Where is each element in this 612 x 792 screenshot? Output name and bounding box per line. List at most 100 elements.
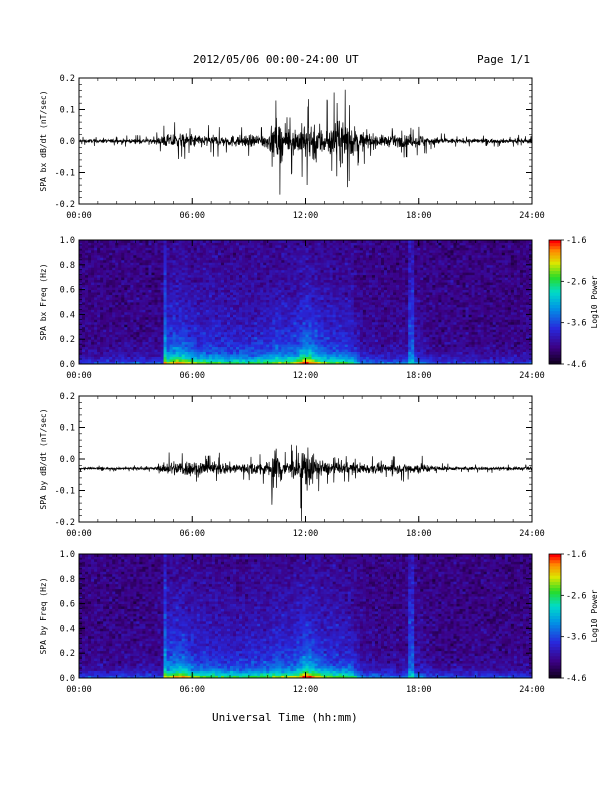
spectrogram-cell <box>332 354 337 357</box>
spectrogram-cell <box>118 309 122 313</box>
spectrogram-cell <box>193 297 198 300</box>
spectrogram-cell <box>193 254 198 258</box>
spectrogram-cell <box>299 331 303 335</box>
spectrogram-cell <box>82 331 86 335</box>
spectrogram-cell <box>356 297 361 300</box>
spectrogram-cell <box>106 272 110 276</box>
spectrogram-cell <box>94 274 98 278</box>
spectrogram-cell <box>344 282 349 286</box>
spectrogram-cell <box>230 294 234 298</box>
spectrogram-cell <box>175 336 180 340</box>
spectrogram-cell <box>248 292 252 295</box>
spectrogram-cell <box>302 329 306 333</box>
spectrogram-cell <box>272 242 276 246</box>
spectrogram-cell <box>326 277 331 281</box>
spectrogram-cell <box>160 344 164 348</box>
spectrogram-cell <box>287 249 291 253</box>
spectrogram-cell <box>353 329 358 333</box>
spectrogram-cell <box>326 306 331 310</box>
spectrogram-cell <box>293 262 297 266</box>
spectrogram-cell <box>356 339 361 343</box>
spectrogram-cell <box>190 349 195 352</box>
spectrogram-cell <box>275 344 279 348</box>
spectrogram-cell <box>223 316 228 320</box>
spectrogram-cell <box>154 272 158 276</box>
spectrogram-cell <box>169 314 174 318</box>
spectrogram-cell <box>362 284 367 288</box>
spectrogram-cell <box>236 284 240 288</box>
spectrogram-cell <box>308 356 312 360</box>
spectrogram-cell <box>305 259 309 263</box>
spectrogram-cell <box>142 306 146 310</box>
spectrogram-cell <box>254 336 258 340</box>
spectrogram-cell <box>296 282 300 286</box>
spectrogram-cell <box>293 344 297 348</box>
spectrogram-cell <box>311 240 315 243</box>
spectrogram-cell <box>145 306 149 310</box>
spectrogram-cell <box>314 336 318 340</box>
spectrogram-cell <box>236 319 240 323</box>
spectrogram-cell <box>260 264 264 268</box>
spectrogram-cell <box>230 346 234 350</box>
spectrogram-cell <box>338 331 343 335</box>
spectrogram-cell <box>290 284 294 288</box>
spectrogram-cell <box>254 341 258 345</box>
spectrogram-cell <box>133 346 137 350</box>
spectrogram-cell <box>127 361 131 365</box>
spectrogram-cell <box>299 297 303 300</box>
spectrogram-cell <box>130 324 134 328</box>
spectrogram-cell <box>278 242 282 246</box>
spectrogram-cell <box>208 359 213 362</box>
spectrogram-cell <box>323 247 328 251</box>
spectrogram-cell <box>371 319 376 323</box>
spectrogram-cell <box>184 257 189 261</box>
spectrogram-cell <box>245 361 249 365</box>
spectrogram-cell <box>85 344 89 348</box>
spectrogram-cell <box>263 321 267 325</box>
spectrogram-cell <box>272 329 276 333</box>
spectrogram-cell <box>127 359 131 362</box>
spectrogram-cell <box>220 336 225 340</box>
spectrogram-cell <box>181 240 186 243</box>
spectrogram-cell <box>88 324 92 328</box>
spectrogram-cell <box>248 336 252 340</box>
spectrogram-cell <box>175 321 180 325</box>
spectrogram-cell <box>323 269 328 273</box>
spectrogram-cell <box>178 326 183 330</box>
spectrogram-cell <box>181 292 186 295</box>
spectrogram-cell <box>317 292 321 295</box>
spectrogram-cell <box>236 240 240 243</box>
spectrogram-cell <box>115 277 119 281</box>
spectrogram-cell <box>208 324 213 328</box>
spectrogram-cell <box>163 282 167 286</box>
spectrogram-cell <box>284 282 288 286</box>
spectrogram-cell <box>103 331 107 335</box>
spectrogram-cell <box>220 302 225 305</box>
spectrogram-cell <box>139 267 143 271</box>
spectrogram-cell <box>100 309 104 313</box>
spectrogram-cell <box>266 242 270 246</box>
spectrogram-cell <box>233 279 237 283</box>
spectrogram-cell <box>254 319 258 323</box>
spectrogram-cell <box>88 279 92 283</box>
spectrogram-cell <box>353 259 358 263</box>
spectrogram-cell <box>302 324 306 328</box>
spectrogram-cell <box>365 249 370 253</box>
spectrogram-cell <box>326 252 331 256</box>
spectrogram-cell <box>151 262 155 266</box>
spectrogram-cell <box>160 289 164 293</box>
spectrogram-cell <box>85 302 89 305</box>
spectrogram-cell <box>230 249 234 253</box>
panel-1: 0.20.10.0-0.1-0.200:00 06:00 12:00 18:00 24:… <box>39 74 545 221</box>
spectrogram-cell <box>260 321 264 325</box>
spectrogram-cell <box>208 272 213 276</box>
spectrogram-cell <box>109 242 113 246</box>
spectrogram-cell <box>184 351 189 355</box>
spectrogram-cell <box>85 356 89 360</box>
spectrogram-cell <box>163 302 167 305</box>
spectrogram-cell <box>317 242 321 246</box>
spectrogram-cell <box>184 326 189 330</box>
spectrogram-cell <box>112 287 116 290</box>
spectrogram-cell <box>302 247 306 251</box>
spectrogram-cell <box>157 242 161 246</box>
